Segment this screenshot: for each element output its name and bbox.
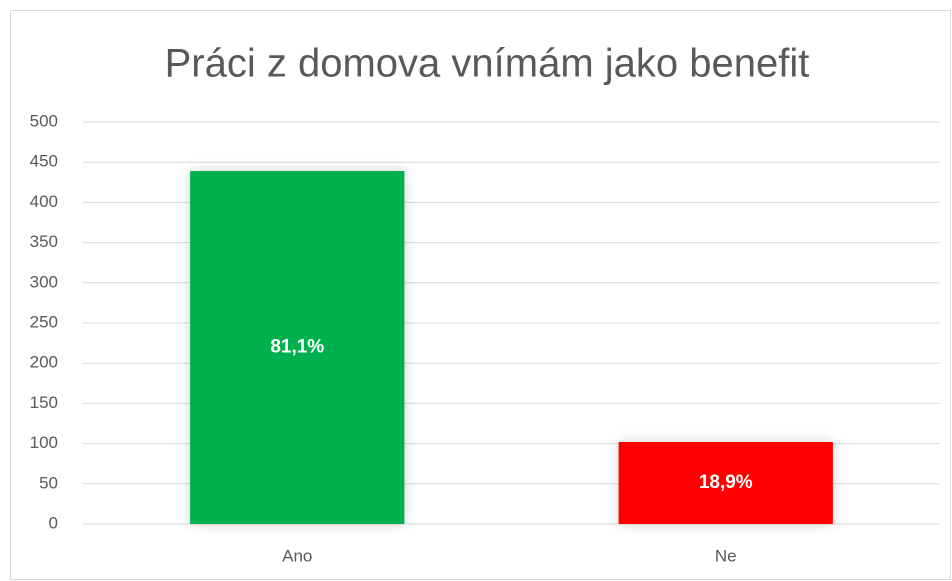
y-tick-label: 200 [30, 353, 58, 372]
bar [618, 441, 833, 524]
data-label: 18,9% [699, 472, 753, 493]
chart-title: Práci z domova vnímám jako benefit [165, 42, 810, 86]
y-tick-label: 300 [30, 272, 58, 291]
y-tick-label: 250 [30, 312, 58, 331]
y-tick-label: 100 [30, 433, 58, 452]
y-tick-label: 400 [30, 192, 58, 211]
y-tick-label: 450 [30, 152, 58, 171]
data-label: 81,1% [270, 337, 324, 358]
y-tick-label: 350 [30, 232, 58, 251]
y-tick-label: 150 [30, 393, 58, 412]
bar [190, 171, 405, 524]
x-tick-label: Ano [282, 546, 312, 565]
x-tick-label: Ne [715, 546, 737, 565]
y-tick-label: 500 [30, 111, 58, 130]
y-tick-label: 0 [49, 513, 58, 532]
y-tick-label: 50 [39, 473, 58, 492]
